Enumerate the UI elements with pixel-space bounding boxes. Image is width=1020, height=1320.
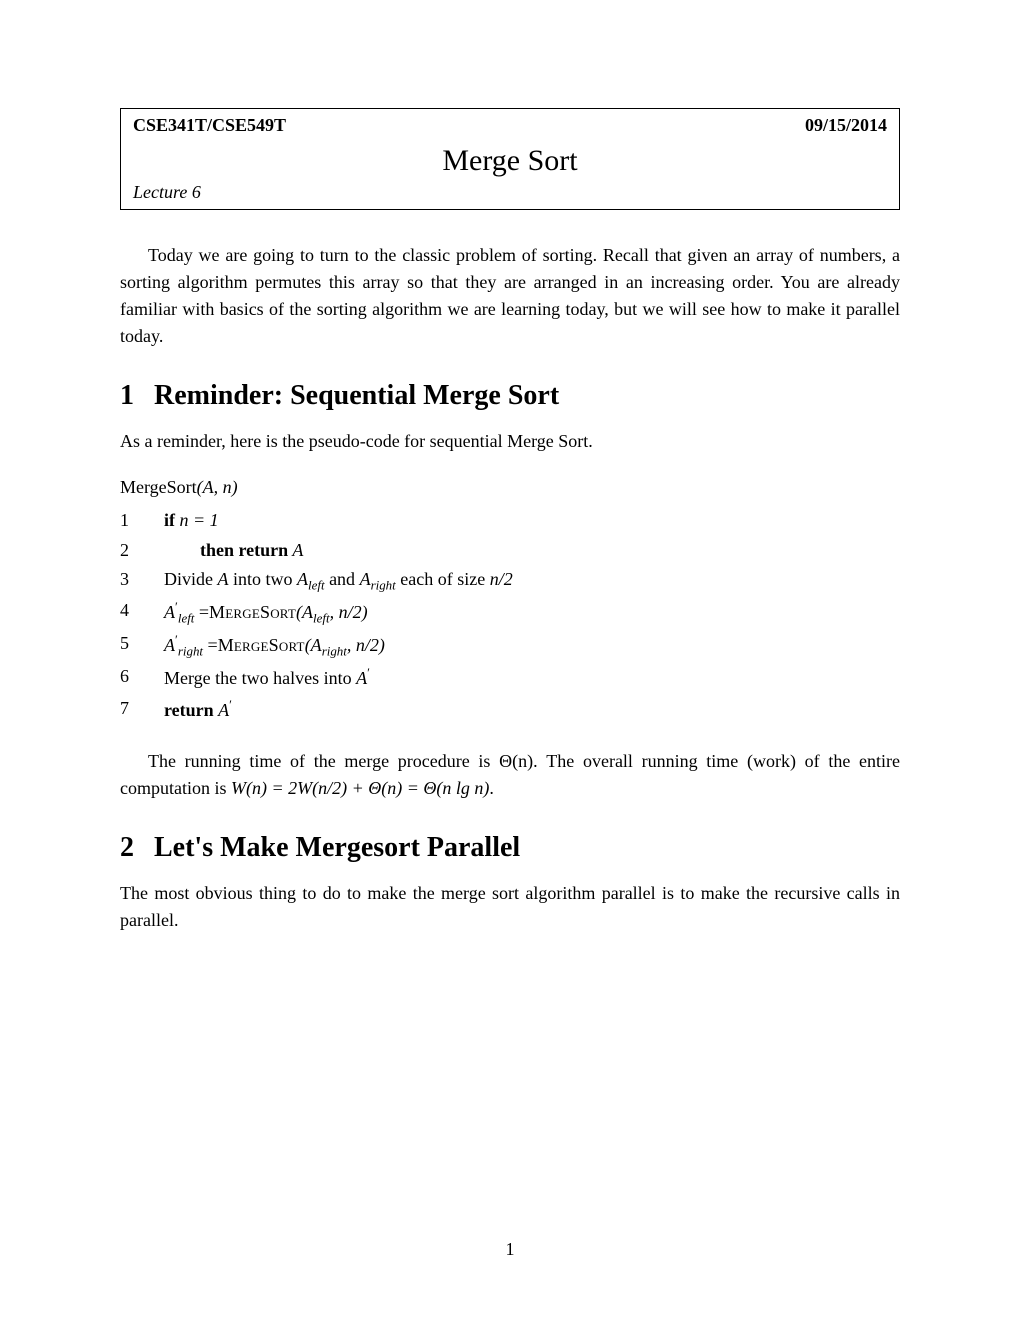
pseudo-line-3: 3 Divide A into two Aleft and Aright eac… [120,565,900,596]
section2-heading: 2 Let's Make Mergesort Parallel [120,832,900,864]
section2-title: Let's Make Mergesort Parallel [154,832,520,863]
section1-number: 1 [120,380,134,412]
section2-paragraph: The most obvious thing to do to make the… [120,880,900,934]
pseudo-line-5: 5 A′right =MergeSort(Aright, n/2) [120,629,900,662]
pseudo-line-6: 6 Merge the two halves into A′ [120,662,900,694]
pseudocode-block: 1 if n = 1 2 then return A 3 Divide A in… [120,506,900,726]
pseudo-line-4: 4 A′left =MergeSort(Aleft, n/2) [120,596,900,629]
pseudo-line-7: 7 return A′ [120,694,900,726]
lecture-date: 09/15/2014 [805,115,887,136]
title-box: CSE341T/CSE549T 09/15/2014 Merge Sort Le… [120,108,900,210]
function-signature: MergeSort(A, n) [120,477,900,498]
course-code: CSE341T/CSE549T [133,115,286,136]
intro-paragraph: Today we are going to turn to the classi… [120,242,900,350]
section1-outro: The running time of the merge procedure … [120,748,900,802]
section1-title: Reminder: Sequential Merge Sort [154,380,559,411]
section1-intro: As a reminder, here is the pseudo-code f… [120,428,900,455]
pseudo-line-1: 1 if n = 1 [120,506,900,536]
page-number: 1 [0,1239,1020,1260]
pseudo-line-2: 2 then return A [120,536,900,566]
lecture-label: Lecture 6 [133,182,887,203]
section1-heading: 1 Reminder: Sequential Merge Sort [120,380,900,412]
section2-number: 2 [120,832,134,864]
lecture-title: Merge Sort [133,144,887,178]
